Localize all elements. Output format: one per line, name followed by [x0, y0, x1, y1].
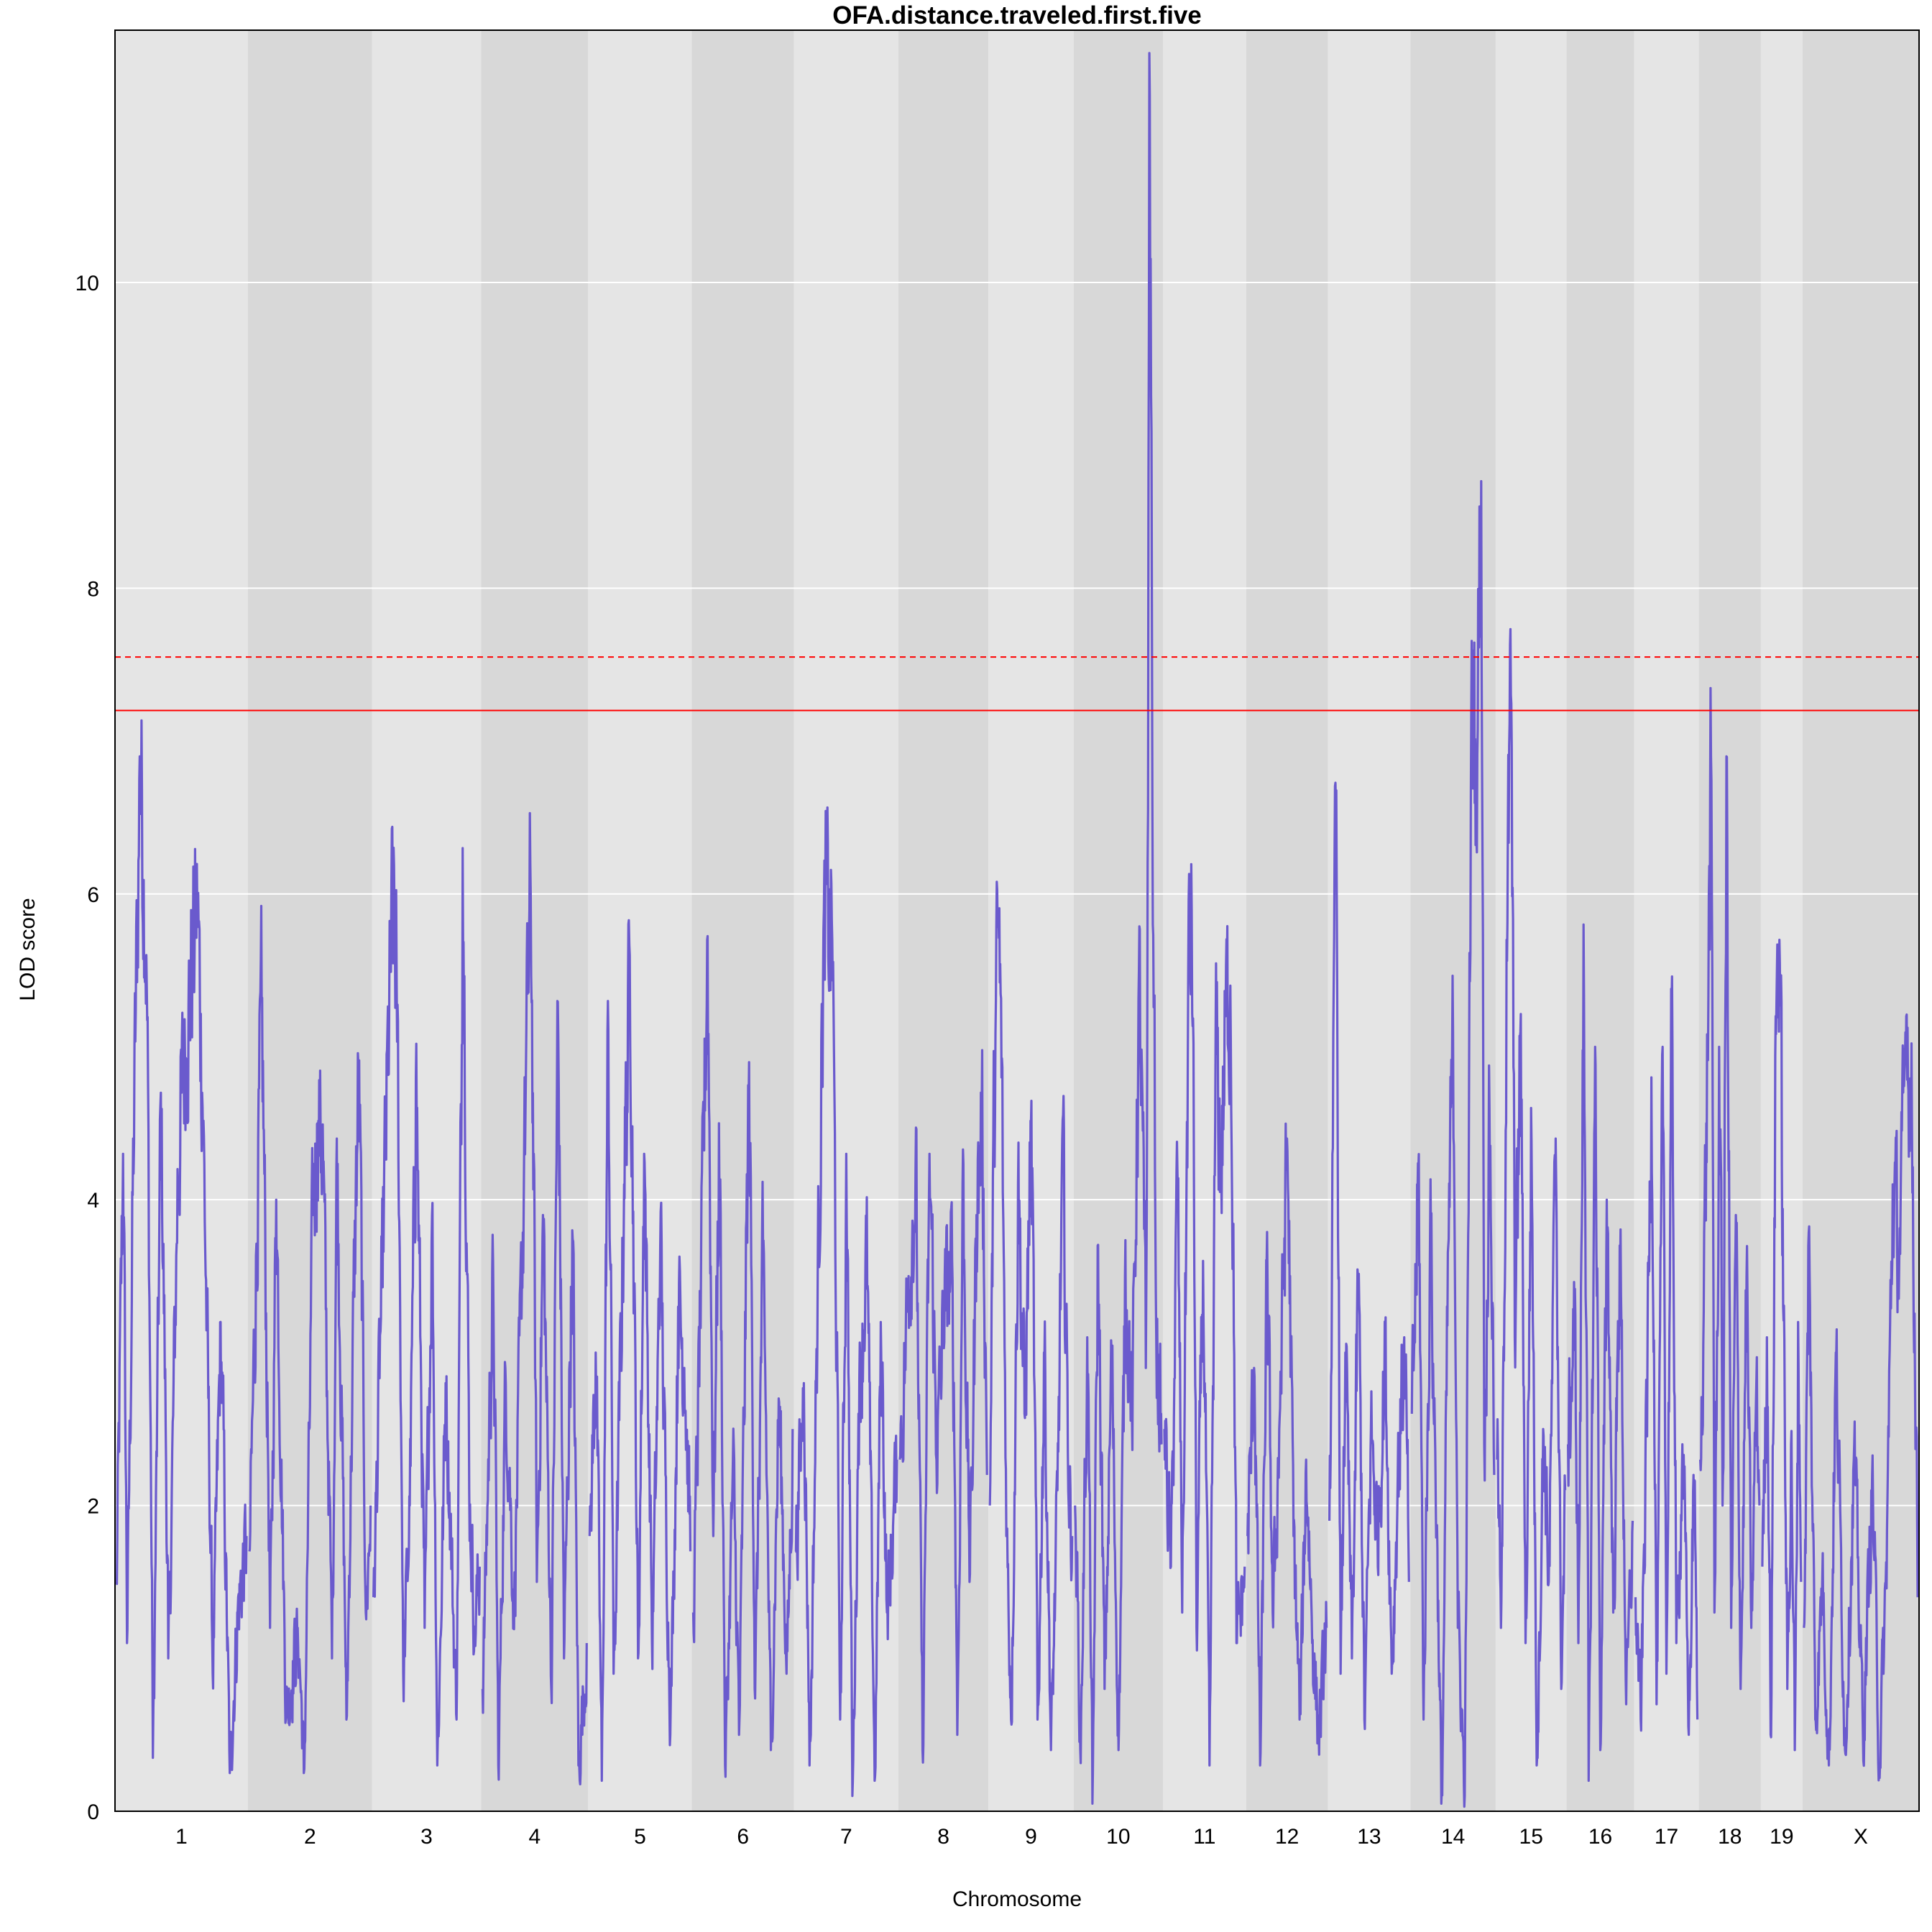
chromosome-band-14: [1410, 30, 1496, 1811]
y-tick-label-10: 10: [75, 272, 99, 295]
x-tick-label-16: 16: [1588, 1825, 1612, 1849]
y-axis-label: LOD score: [16, 898, 40, 1000]
significance-thresholds: [115, 656, 1919, 712]
chromosome-background-bands: [115, 30, 1919, 1811]
chart-title: OFA.distance.traveled.first.five: [832, 1, 1202, 29]
lod-curve-chr-X: [1803, 1013, 1919, 1782]
x-tick-label-17: 17: [1655, 1825, 1678, 1849]
lod-curve-chr-6: [691, 934, 794, 1778]
x-tick-label-11: 11: [1193, 1825, 1215, 1849]
chromosome-band-1: [115, 30, 248, 1811]
x-tick-label-18: 18: [1718, 1825, 1742, 1849]
chromosome-band-X: [1802, 30, 1919, 1811]
chromosome-band-11: [1163, 30, 1246, 1811]
lod-curve-chr-1: [115, 719, 248, 1775]
y-tick-label-6: 6: [87, 883, 99, 907]
y-axis-ticks: 0 2 4 6 8 10: [75, 272, 99, 1824]
lod-curve-series: [115, 52, 1919, 1808]
x-tick-label-15: 15: [1519, 1825, 1543, 1849]
y-tick-label-0: 0: [87, 1800, 99, 1824]
chromosome-band-9: [988, 30, 1074, 1811]
lod-curve-chr-13: [1328, 781, 1410, 1731]
lod-curve-chr-10: [1074, 52, 1163, 1805]
x-tick-label-8: 8: [937, 1825, 949, 1849]
x-tick-label-19: 19: [1770, 1825, 1793, 1849]
y-tick-label-2: 2: [87, 1495, 99, 1519]
x-tick-label-10: 10: [1106, 1825, 1130, 1849]
x-axis-ticks: 1 2 3 4 5 6 7 8 9 10 11 12 13 14 15 16 17 18 19 X: [175, 1825, 1868, 1849]
x-axis-label: Chromosome: [952, 1887, 1082, 1911]
x-tick-label-9: 9: [1025, 1825, 1037, 1849]
x-tick-label-1: 1: [175, 1825, 188, 1849]
x-tick-label-14: 14: [1441, 1825, 1465, 1849]
x-tick-label-4: 4: [529, 1825, 541, 1849]
x-tick-label-13: 13: [1357, 1825, 1381, 1849]
lod-curve-chr-2: [248, 904, 372, 1775]
lod-curve-chr-7: [794, 806, 898, 1798]
lod-curve-chr-9: [988, 880, 1074, 1752]
x-tick-label-X: X: [1854, 1825, 1868, 1849]
x-tick-label-3: 3: [420, 1825, 433, 1849]
lod-curve-chr-18: [1699, 686, 1761, 1690]
x-tick-label-7: 7: [840, 1825, 852, 1849]
chromosome-band-12: [1246, 30, 1328, 1811]
plot-frame: [114, 29, 1920, 1812]
lod-curve-chr-5: [588, 919, 692, 1782]
y-tick-label-8: 8: [87, 577, 99, 601]
lod-curve-chr-17: [1634, 975, 1699, 1736]
lod-curve-chr-4: [481, 811, 588, 1785]
lod-curve-chr-14: [1410, 479, 1496, 1808]
chromosome-band-4: [481, 30, 589, 1811]
chromosome-band-2: [247, 30, 372, 1811]
x-tick-label-5: 5: [634, 1825, 646, 1849]
y-tick-label-4: 4: [87, 1189, 99, 1213]
lod-curve-chr-11: [1163, 862, 1246, 1767]
chromosome-band-7: [794, 30, 898, 1811]
lod-curve-chr-19: [1761, 939, 1803, 1752]
lod-curve-chr-8: [898, 1049, 988, 1764]
lod-curve-chr-3: [372, 825, 481, 1767]
x-tick-label-12: 12: [1275, 1825, 1299, 1849]
x-tick-label-2: 2: [304, 1825, 316, 1849]
x-tick-label-6: 6: [737, 1825, 749, 1849]
lod-curve-chr-12: [1246, 1122, 1328, 1767]
chromosome-band-8: [898, 30, 989, 1811]
lod-curve-chr-16: [1567, 923, 1634, 1782]
lod-curve-chr-15: [1496, 627, 1567, 1767]
